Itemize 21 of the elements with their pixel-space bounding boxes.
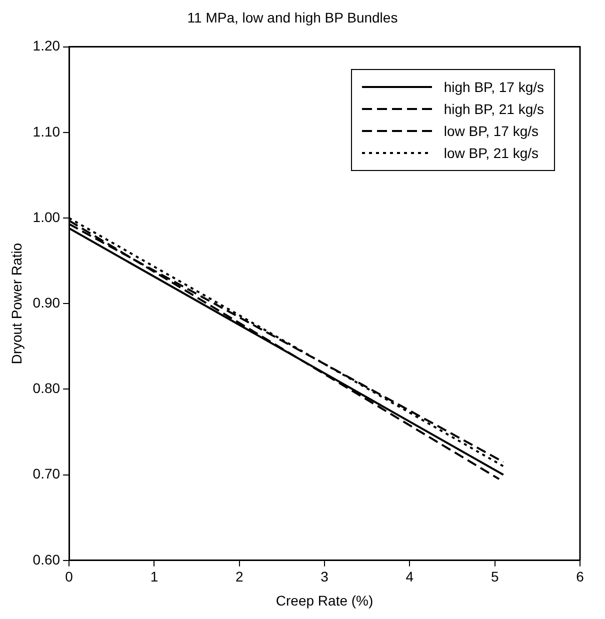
y-tick-label: 0.90 <box>32 294 60 310</box>
y-axis-title: Dryout Power Ratio <box>8 242 24 364</box>
chart-title: 11 MPa, low and high BP Bundles <box>187 9 398 26</box>
x-tick-label: 2 <box>235 568 244 585</box>
legend-label: low BP, 21 kg/s <box>444 144 539 161</box>
x-axis-title: Creep Rate (%) <box>276 592 374 608</box>
y-tick-label: 0.70 <box>32 466 60 482</box>
x-tick-label: 3 <box>320 568 329 585</box>
x-tick-label: 5 <box>490 568 499 585</box>
legend-label: high BP, 17 kg/s <box>444 78 544 95</box>
y-tick-label: 1.20 <box>32 38 60 54</box>
x-tick-label: 0 <box>65 568 74 585</box>
y-tick-label: 1.00 <box>32 208 60 225</box>
legend-label: low BP, 17 kg/s <box>444 122 539 139</box>
y-tick-label: 0.80 <box>32 380 60 396</box>
legend-label: high BP, 21 kg/s <box>444 100 544 117</box>
x-tick-label: 4 <box>406 568 414 585</box>
y-tick-label: 0.60 <box>32 551 60 568</box>
y-tick-label: 1.10 <box>32 123 60 140</box>
x-tick-label: 6 <box>576 568 584 585</box>
x-tick-label: 1 <box>150 568 158 585</box>
